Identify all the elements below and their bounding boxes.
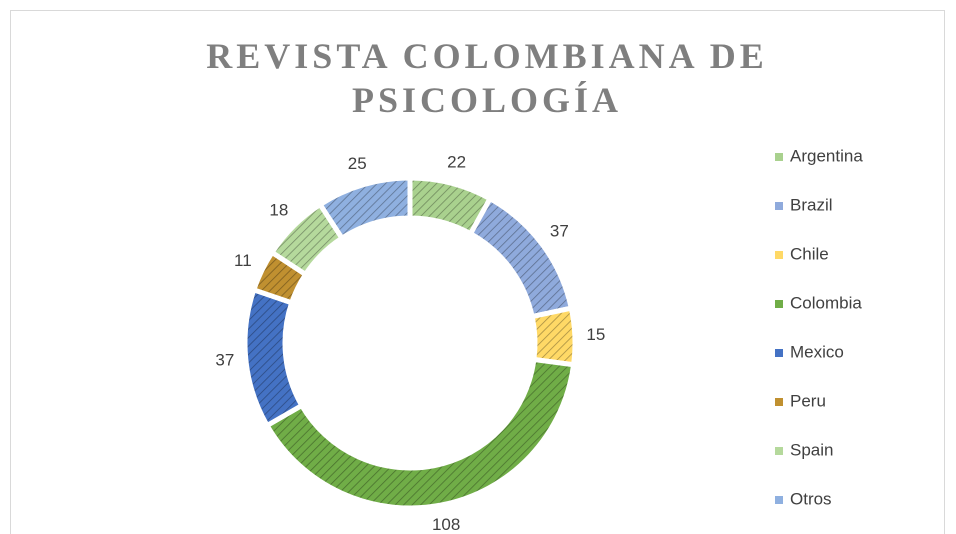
legend-swatch <box>775 447 783 455</box>
data-label: 18 <box>269 201 288 220</box>
legend-label: Otros <box>790 489 832 508</box>
data-label: 37 <box>550 222 569 241</box>
legend-swatch <box>775 349 783 357</box>
legend-label: Spain <box>790 440 833 459</box>
donut-segment <box>529 305 578 368</box>
data-label: 15 <box>586 325 605 344</box>
legend-swatch <box>775 251 783 259</box>
legend-swatch <box>775 398 783 406</box>
legend-label: Colombia <box>790 293 862 312</box>
data-label: 37 <box>215 351 234 370</box>
legend-swatch <box>775 202 783 210</box>
legend-label: Chile <box>790 244 829 263</box>
legend-label: Peru <box>790 391 826 410</box>
legend-swatch <box>775 496 783 504</box>
chart-title: REVISTA COLOMBIANA DE PSICOLOGÍA <box>206 36 768 120</box>
donut-segment <box>467 195 575 320</box>
legend-label: Brazil <box>790 195 833 214</box>
legend-label: Argentina <box>790 146 863 165</box>
legend-swatch <box>775 300 783 308</box>
data-label: 11 <box>234 251 252 270</box>
donut-segment <box>316 175 413 242</box>
legend-swatch <box>775 153 783 161</box>
donut-segment <box>263 356 577 511</box>
data-label: 25 <box>348 154 367 173</box>
donut-segment <box>242 286 306 429</box>
legend-label: Mexico <box>790 342 844 361</box>
data-label: 22 <box>447 152 466 171</box>
chart-border <box>10 10 945 534</box>
data-label: 108 <box>432 515 460 534</box>
